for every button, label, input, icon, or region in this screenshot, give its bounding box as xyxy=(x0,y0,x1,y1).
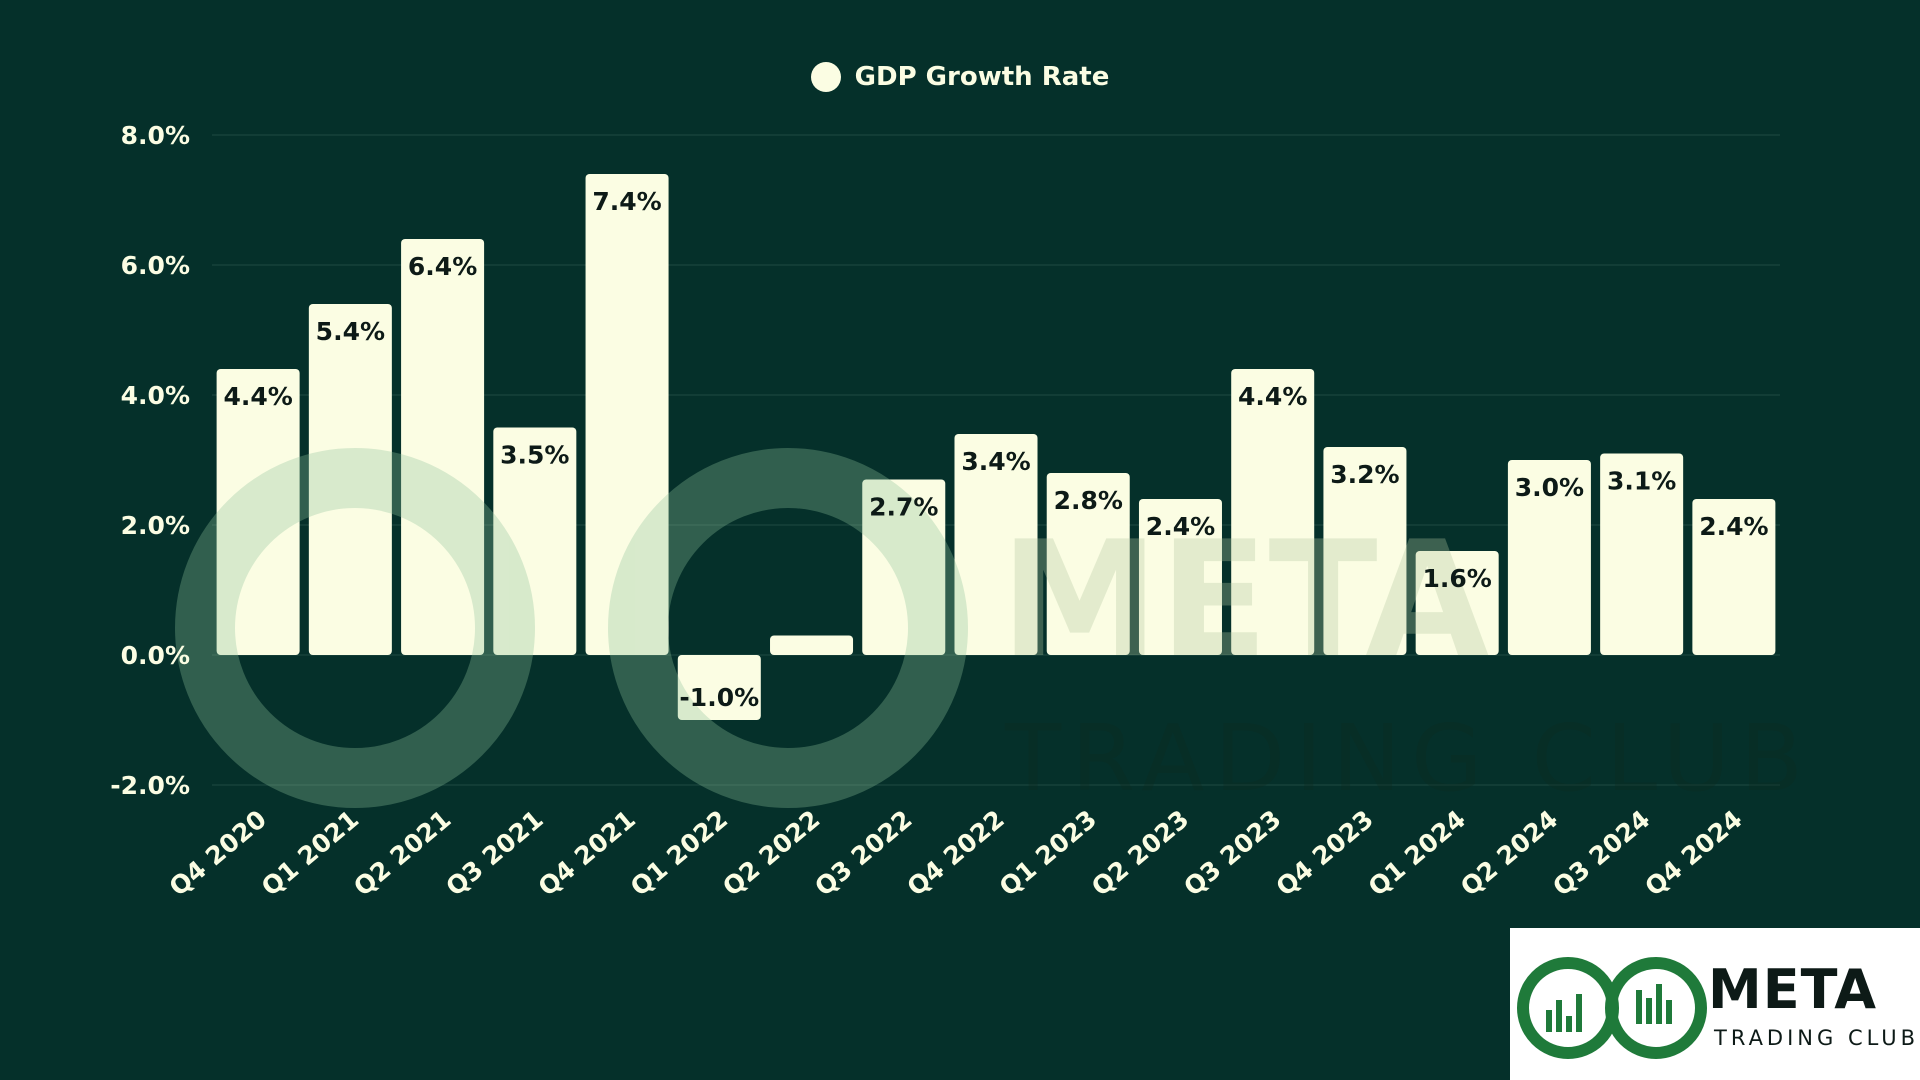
bar xyxy=(1323,447,1407,655)
data-label: 7.4% xyxy=(592,187,661,216)
y-axis: 8.0% 6.0% 4.0% 2.0% 0.0% -2.0% xyxy=(110,121,190,800)
x-tick-label: Q1 2024 xyxy=(1363,804,1471,901)
bar xyxy=(770,635,854,655)
bar xyxy=(1415,551,1499,655)
data-label: 3.4% xyxy=(961,447,1030,476)
bar xyxy=(308,304,392,655)
data-label: 3.1% xyxy=(1607,467,1676,496)
bars xyxy=(216,174,1776,720)
x-tick-label: Q3 2023 xyxy=(1178,804,1286,901)
brand-logo: META TRADING CLUB xyxy=(1510,928,1920,1080)
bar xyxy=(493,427,577,655)
logo-word: META xyxy=(1708,958,1878,1021)
data-label: 2.7% xyxy=(869,493,938,522)
x-tick-label: Q4 2022 xyxy=(902,804,1010,901)
data-label: 4.4% xyxy=(1238,382,1307,411)
x-tick-label: Q3 2022 xyxy=(809,804,917,901)
data-label: 1.6% xyxy=(1423,564,1492,593)
data-label: 3.5% xyxy=(500,441,569,470)
watermark-sub: TRADING CLUB xyxy=(1004,705,1813,812)
y-tick-label: 2.0% xyxy=(121,511,190,540)
y-tick-label: -2.0% xyxy=(110,771,190,800)
bar xyxy=(585,174,669,655)
legend-label: GDP Growth Rate xyxy=(854,62,1110,92)
logo-subtitle: TRADING CLUB xyxy=(1714,1026,1920,1050)
bar xyxy=(1046,473,1130,655)
bar xyxy=(862,479,946,655)
y-tick-label: 8.0% xyxy=(121,121,190,150)
watermark-word: META xyxy=(1000,506,1489,693)
bar xyxy=(1231,369,1315,655)
bar xyxy=(216,369,300,655)
x-tick-label: Q1 2022 xyxy=(625,804,733,901)
x-tick-label: Q2 2024 xyxy=(1455,804,1563,901)
x-tick-label: Q2 2022 xyxy=(717,804,825,901)
bar xyxy=(677,655,761,720)
bar xyxy=(1600,453,1684,655)
bar xyxy=(954,434,1038,655)
x-tick-label: Q3 2021 xyxy=(440,804,548,901)
x-tick-label: Q3 2024 xyxy=(1547,804,1655,901)
legend: GDP Growth Rate xyxy=(0,62,1920,92)
data-label: -1.0% xyxy=(679,683,759,712)
watermark-ring-right xyxy=(608,448,968,808)
data-labels: 4.4% 5.4% 6.4% 3.5% 7.4% -1.0% 2.7% 3.4% 2.8% 2.4… xyxy=(223,187,1768,712)
data-label: 2.4% xyxy=(1699,512,1768,541)
x-tick-label: Q4 2021 xyxy=(533,804,641,901)
x-tick-label: Q4 2020 xyxy=(164,804,272,901)
y-tick-label: 6.0% xyxy=(121,251,190,280)
data-label: 2.4% xyxy=(1146,512,1215,541)
y-tick-label: 4.0% xyxy=(121,381,190,410)
watermark: META TRADING CLUB xyxy=(175,448,1813,812)
x-tick-label: Q1 2021 xyxy=(256,804,364,901)
bar xyxy=(1692,499,1776,655)
data-label: 3.0% xyxy=(1515,473,1584,502)
bar xyxy=(401,239,485,655)
data-label: 3.2% xyxy=(1330,460,1399,489)
x-tick-label: Q4 2023 xyxy=(1271,804,1379,901)
x-tick-label: Q2 2023 xyxy=(1086,804,1194,901)
data-label: 2.8% xyxy=(1054,486,1123,515)
data-label: 6.4% xyxy=(408,252,477,281)
data-label: 4.4% xyxy=(223,382,292,411)
x-tick-label: Q2 2021 xyxy=(348,804,456,901)
bar xyxy=(1138,499,1222,655)
y-tick-label: 0.0% xyxy=(121,641,190,670)
legend-swatch xyxy=(810,62,841,92)
bar xyxy=(1507,460,1591,655)
infinity-chart-icon xyxy=(1517,957,1707,1059)
data-label: 5.4% xyxy=(316,317,385,346)
x-tick-label: Q4 2024 xyxy=(1640,804,1748,901)
x-tick-label: Q1 2023 xyxy=(994,804,1102,901)
watermark-ring-left xyxy=(175,448,535,808)
